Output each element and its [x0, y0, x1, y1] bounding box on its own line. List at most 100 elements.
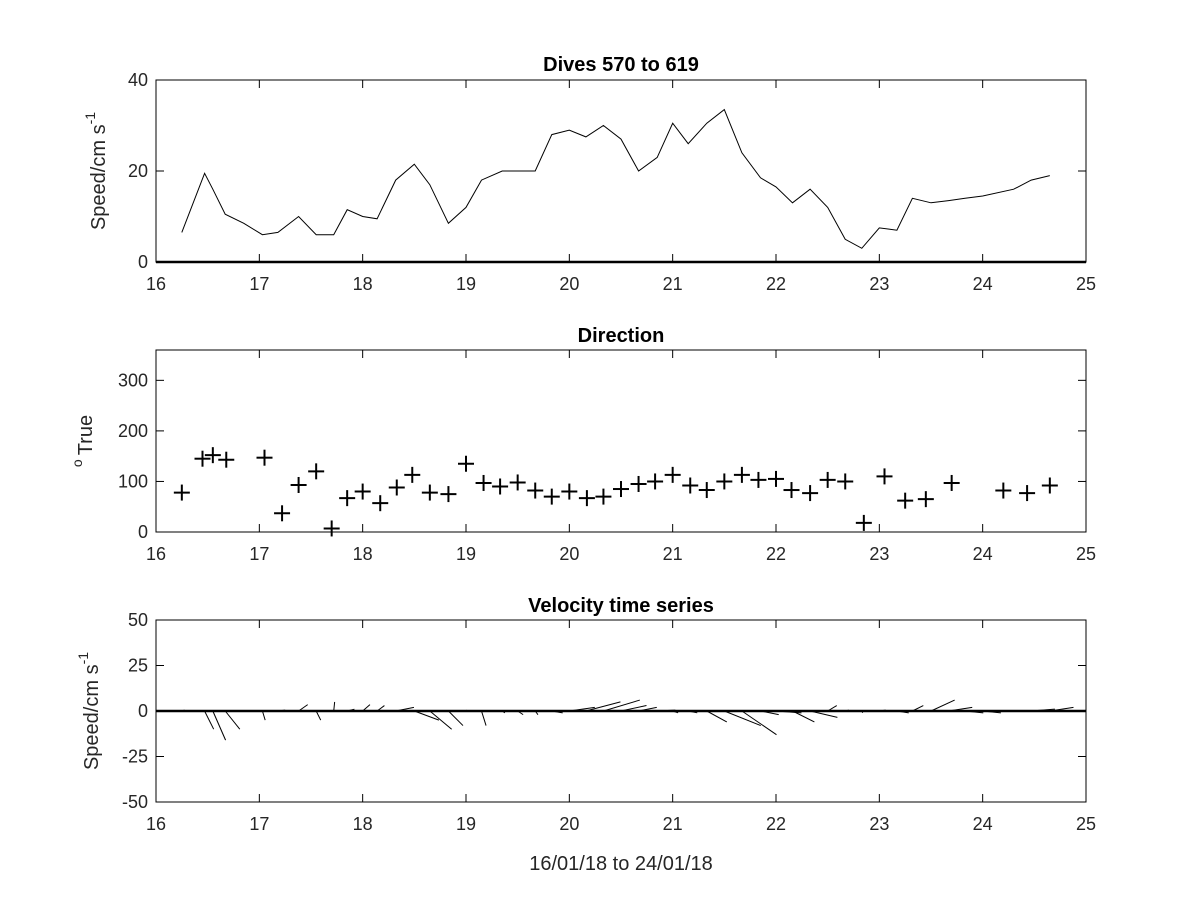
velocity-stick [879, 709, 886, 712]
direction-point [647, 473, 664, 490]
direction-point [372, 495, 389, 512]
speed-y-ticks: 0 20 40 [128, 70, 1086, 272]
direction-chart-title: Direction [578, 325, 665, 347]
speed-x-tick-label: 20 [559, 274, 579, 294]
direction-x-tick-label: 24 [973, 544, 993, 564]
velocity-y-tick-label: 50 [128, 610, 148, 630]
velocity-stick [657, 709, 676, 712]
speed-chart-title: Dives 570 to 619 [543, 54, 699, 76]
velocity-stick [809, 710, 838, 718]
direction-x-tick-label: 16 [146, 544, 166, 564]
direction-point [1019, 485, 1036, 502]
direction-plot-area [155, 349, 1087, 533]
velocity-stick [585, 701, 621, 712]
velocity-stick [948, 706, 973, 712]
direction-point [194, 450, 211, 467]
velocity-x-tick-label: 19 [456, 814, 476, 834]
direction-point [768, 470, 784, 487]
speed-x-tick-label: 18 [353, 274, 373, 294]
direction-point [509, 474, 526, 491]
direction-point [664, 466, 681, 483]
direction-point [256, 449, 273, 466]
direction-x-ticks: 16 17 18 19 20 21 22 23 24 25 [146, 350, 1096, 564]
velocity-stick [395, 706, 415, 712]
direction-point [274, 505, 291, 522]
velocity-x-tick-label: 24 [973, 814, 993, 834]
velocity-stick [760, 710, 779, 716]
direction-point [218, 451, 235, 468]
speed-x-tick-label: 22 [766, 274, 786, 294]
speed-x-tick-label: 17 [249, 274, 269, 294]
direction-point [897, 492, 914, 509]
direction-x-tick-label: 18 [353, 544, 373, 564]
velocity-y-tick-label: 0 [138, 701, 148, 721]
direction-point [716, 473, 733, 490]
speed-panel: Dives 570 to 619 16 17 18 19 20 21 22 23 24 25 0 2… [82, 54, 1096, 294]
velocity-stick [912, 705, 924, 712]
velocity-chart-title: Velocity time series [528, 595, 714, 617]
direction-point [323, 520, 340, 537]
direction-point [421, 484, 438, 501]
velocity-x-tick-label: 21 [663, 814, 683, 834]
velocity-stick [465, 709, 468, 712]
speed-x-ticks: 16 17 18 19 20 21 22 23 24 25 [146, 80, 1096, 294]
direction-point [630, 475, 647, 492]
velocity-stick [724, 710, 761, 727]
velocity-stick [1031, 708, 1055, 712]
direction-panel: Direction 16 17 18 19 20 21 22 23 24 25 0 100 200 30… [69, 325, 1096, 564]
direction-x-tick-label: 25 [1076, 544, 1096, 564]
speed-x-tick-label: 21 [663, 274, 683, 294]
direction-point [527, 482, 544, 499]
velocity-stick [376, 705, 385, 712]
velocity-stick [620, 705, 647, 712]
direction-point [404, 466, 421, 483]
direction-point [308, 463, 325, 480]
direction-point [354, 483, 371, 500]
direction-point [837, 473, 854, 490]
direction-point [698, 482, 715, 499]
velocity-panel: Velocity time series 16 17 18 19 20 21 22 23 24 2… [75, 595, 1096, 875]
velocity-stick [448, 710, 464, 726]
direction-x-tick-label: 22 [766, 544, 786, 564]
velocity-y-tick-label: -50 [122, 792, 148, 812]
direction-point [682, 477, 699, 494]
velocity-stick [277, 709, 286, 712]
direction-series [173, 447, 1058, 537]
speed-y-tick-label: 20 [128, 161, 148, 181]
velocity-stick [212, 710, 227, 741]
velocity-stick [517, 710, 524, 716]
velocity-stick [741, 710, 777, 736]
velocity-stick [930, 699, 955, 712]
velocity-stick [688, 710, 698, 714]
velocity-stick [347, 708, 355, 712]
velocity-stick [501, 710, 506, 714]
direction-y-ticks: 0 100 200 300 [118, 370, 1086, 542]
velocity-stick [551, 710, 563, 714]
direction-point [492, 478, 509, 495]
velocity-stick [534, 710, 539, 715]
velocity-x-tick-label: 25 [1076, 814, 1096, 834]
velocity-stick [827, 705, 838, 712]
direction-point [290, 476, 307, 493]
velocity-stick [603, 699, 640, 712]
speed-x-tick-label: 23 [869, 274, 889, 294]
velocity-stick [204, 710, 215, 730]
speed-x-tick-label: 25 [1076, 274, 1096, 294]
velocity-stick [181, 709, 185, 712]
speed-x-tick-label: 19 [456, 274, 476, 294]
velocity-stick [672, 710, 679, 714]
velocity-stick [333, 701, 336, 712]
velocity-stick [298, 704, 308, 712]
velocity-stick [414, 710, 440, 721]
direction-point [458, 455, 474, 472]
velocity-y-tick-label: 25 [128, 656, 148, 676]
direction-point [204, 447, 221, 464]
velocity-x-tick-label: 20 [559, 814, 579, 834]
direction-point [783, 482, 800, 499]
direction-point [995, 482, 1012, 499]
direction-point [1041, 477, 1058, 494]
velocity-stick [224, 710, 241, 730]
direction-x-tick-label: 19 [456, 544, 476, 564]
velocity-x-axis-label: 16/01/18 to 24/01/18 [529, 853, 713, 875]
